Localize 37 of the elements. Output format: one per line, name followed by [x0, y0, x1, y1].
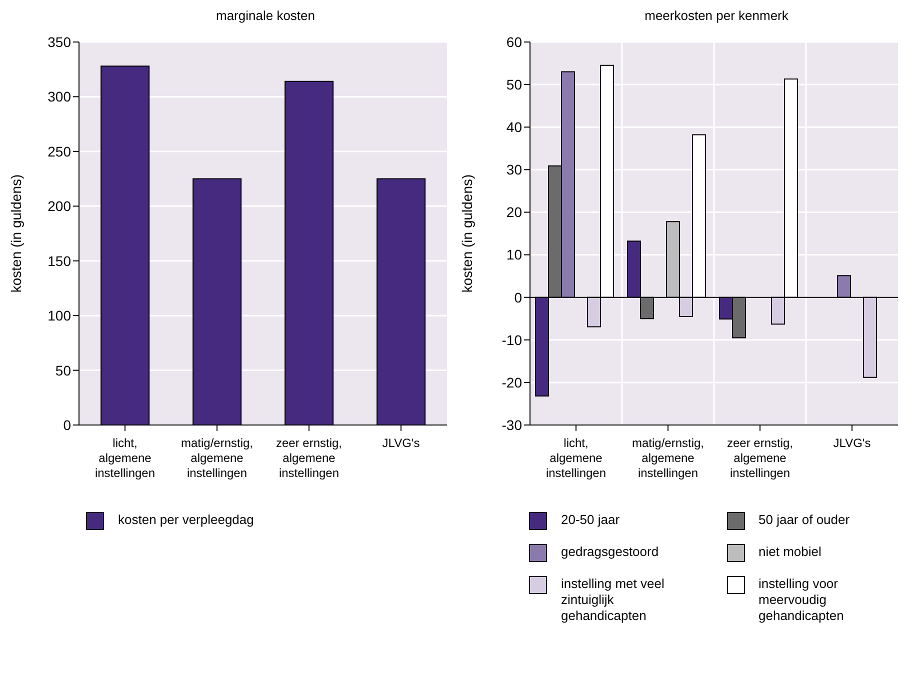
chart-title: marginale kosten: [215, 8, 316, 24]
legend-label: niet mobiel: [758, 544, 822, 560]
y-tick-label: 300: [48, 88, 72, 105]
y-tick-label: 20: [506, 204, 522, 220]
x-tick-label: JLVG's: [382, 436, 420, 450]
y-tick-label: -30: [502, 416, 522, 433]
x-tick-label: JLVG's: [833, 436, 871, 450]
legend-label: 20-50 jaar: [561, 512, 621, 528]
legend-label: gedragsgestoord: [561, 544, 660, 560]
x-tick-label: licht, algemene instellingen: [94, 436, 156, 480]
y-tick-label: -10: [502, 332, 522, 348]
x-tick-label: zeer ernstig, algemene instellingen: [276, 436, 342, 480]
y-tick-label: 50: [55, 362, 72, 378]
chart-title: meerkosten per kenmerk: [644, 8, 790, 24]
y-tick-label: 50: [506, 76, 522, 93]
y-axis-title: kosten (in guldens): [8, 174, 24, 293]
y-tick-label: -20: [502, 374, 522, 390]
y-tick-label: 10: [506, 246, 522, 263]
y-tick-label: 150: [48, 252, 72, 269]
y-tick-label: 250: [48, 143, 72, 160]
y-axis-title: kosten (in guldens): [458, 174, 475, 293]
y-tick-label: 0: [63, 416, 72, 433]
legend-label: kosten per verpleegdag: [118, 512, 255, 528]
y-tick-label: 350: [48, 34, 72, 50]
y-tick-label: 60: [506, 34, 522, 50]
y-tick-label: 200: [48, 198, 72, 214]
x-tick-label: zeer ernstig, algemene instellingen: [726, 436, 794, 480]
x-tick-label: matig/ernstig, algemene instellingen: [632, 436, 704, 480]
x-tick-label: licht, algemene instellingen: [546, 436, 606, 480]
y-tick-label: 30: [506, 162, 522, 178]
y-tick-label: 0: [514, 289, 522, 306]
legend-label: instelling met veel zintuiglijk gehandicapten: [561, 576, 666, 624]
legend-label: instelling voor meervoudig gehandicapten: [758, 576, 845, 624]
y-tick-label: 100: [48, 308, 72, 324]
x-tick-label: matig/ernstig, algemene instellingen: [180, 436, 254, 480]
legend-label: 50 jaar of ouder: [758, 512, 851, 528]
y-tick-label: 40: [506, 119, 522, 136]
